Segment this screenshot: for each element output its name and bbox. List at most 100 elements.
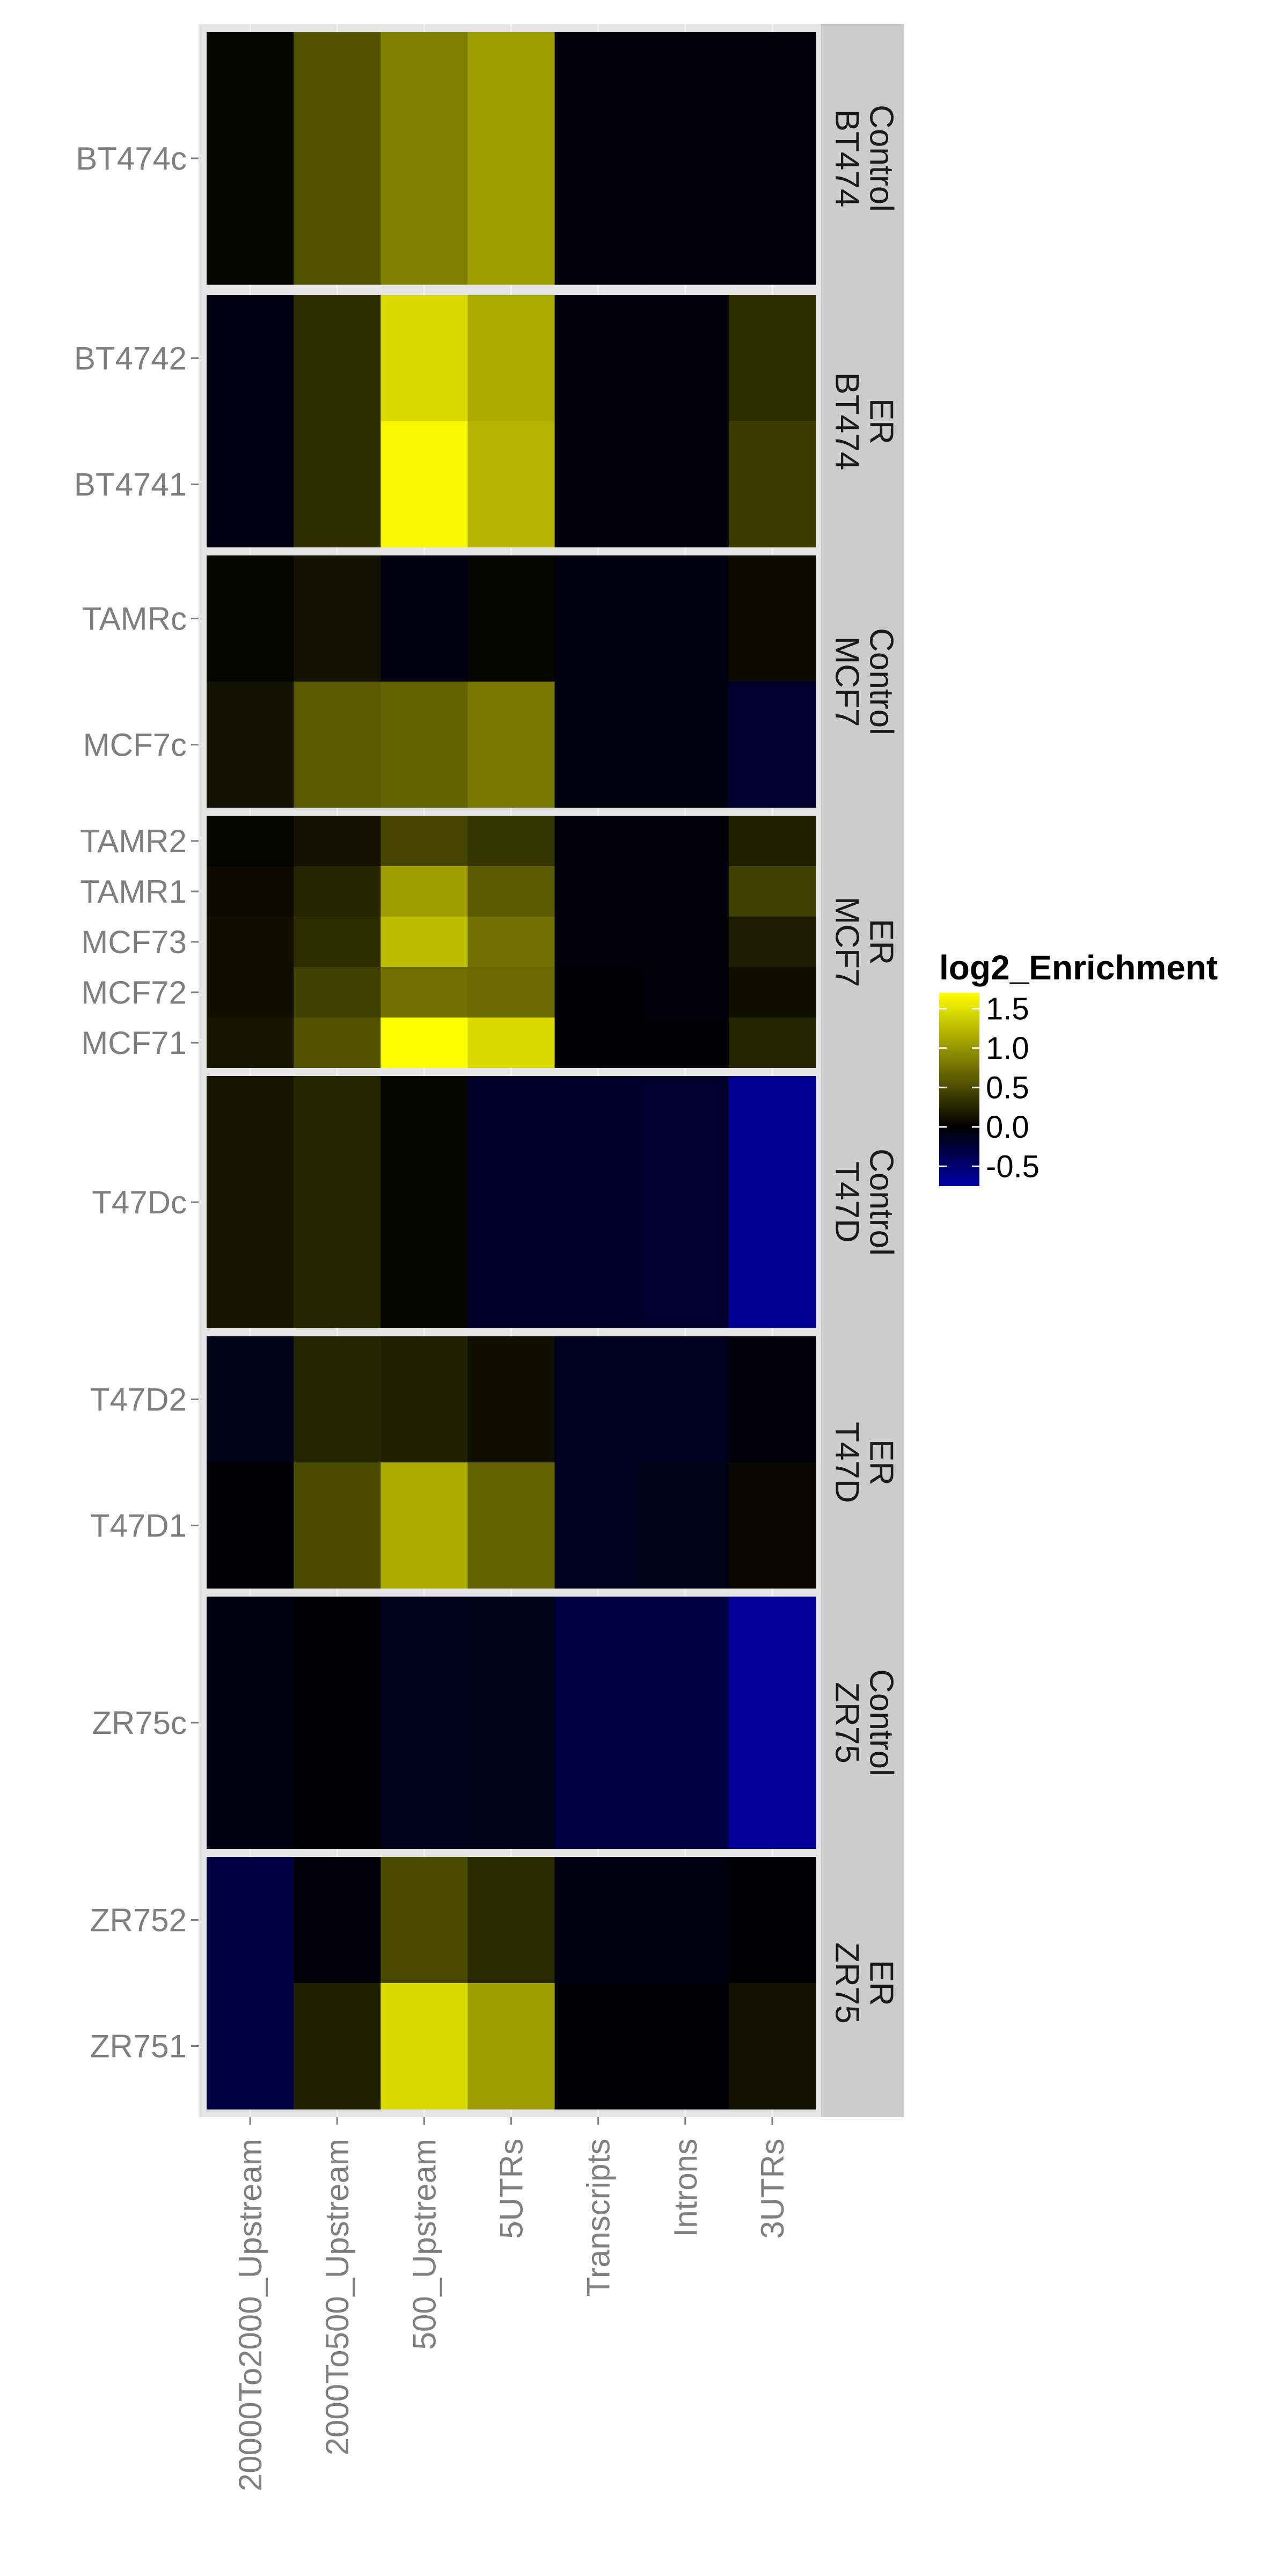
heatmap-cell bbox=[207, 421, 294, 548]
y-tick-label: T47Dc bbox=[92, 1184, 187, 1220]
legend-colorbar bbox=[939, 993, 979, 1186]
heatmap-cell bbox=[641, 1336, 729, 1463]
facet-strip bbox=[821, 1328, 904, 1597]
heatmap-cell bbox=[294, 1462, 381, 1589]
legend-tick-label: 0.5 bbox=[986, 1070, 1029, 1105]
heatmap-cell bbox=[294, 682, 381, 808]
heatmap-cell bbox=[728, 555, 816, 682]
legend-tick-label: 1.0 bbox=[986, 1031, 1029, 1066]
y-tick-label: ZR752 bbox=[90, 1902, 187, 1938]
heatmap-cell bbox=[641, 917, 729, 968]
heatmap-cell bbox=[467, 1983, 555, 2110]
y-tick-label: T47D2 bbox=[90, 1382, 187, 1418]
y-tick-label: ZR751 bbox=[90, 2029, 187, 2065]
heatmap-cell bbox=[380, 1983, 469, 2110]
heatmap-cell bbox=[207, 816, 294, 867]
heatmap-cell bbox=[554, 1597, 642, 1849]
heatmap-cell bbox=[380, 295, 469, 422]
heatmap-cell bbox=[294, 1983, 381, 2110]
heatmap-cell bbox=[380, 1336, 469, 1463]
heatmap-cell bbox=[294, 1597, 381, 1849]
facet-strip bbox=[821, 1849, 904, 2117]
heatmap-cell bbox=[554, 1076, 642, 1329]
panel-er-t47d: T47D2 T47D1 ERT47D bbox=[90, 1328, 904, 1597]
heatmap-cell bbox=[467, 421, 555, 548]
heatmap-cell bbox=[728, 816, 816, 867]
panel-er-zr75: ZR752 ZR751 ERZR75 bbox=[90, 1849, 904, 2117]
facet-strip-label: ControlZR75 bbox=[829, 1669, 900, 1776]
heatmap-cell bbox=[380, 32, 469, 285]
heatmap-cell bbox=[207, 1018, 294, 1069]
heatmap-cell bbox=[467, 816, 555, 867]
heatmap-cell bbox=[294, 816, 381, 867]
legend-title: log2_Enrichment bbox=[939, 948, 1218, 987]
heatmap-cell bbox=[207, 1857, 294, 1984]
panel-control-bt474: BT474c ControlBT474 bbox=[76, 24, 904, 292]
heatmap-cell bbox=[207, 967, 294, 1018]
heatmap-cell bbox=[207, 1076, 294, 1329]
heatmap-cell bbox=[380, 682, 469, 808]
panel-control-zr75: ZR75c ControlZR75 bbox=[92, 1589, 904, 1857]
heatmap-cell bbox=[467, 917, 555, 968]
heatmap-cell bbox=[641, 1076, 729, 1329]
heatmap-cell bbox=[467, 682, 555, 808]
heatmap-cell bbox=[294, 917, 381, 968]
heatmap-cell bbox=[294, 1018, 381, 1069]
heatmap-cell bbox=[728, 967, 816, 1018]
heatmap-cell bbox=[207, 682, 294, 808]
heatmap-cell bbox=[467, 295, 555, 422]
heatmap-cell bbox=[294, 555, 381, 682]
x-tick-label: 2000To500_Upstream bbox=[319, 2139, 355, 2455]
heatmap-cell bbox=[641, 1597, 729, 1849]
heatmap-cell bbox=[207, 32, 294, 285]
heatmap-cell bbox=[207, 555, 294, 682]
facet-strip-label: ERZR75 bbox=[829, 1942, 900, 2024]
heatmap-cell bbox=[294, 421, 381, 548]
heatmap-cell bbox=[554, 1857, 642, 1984]
heatmap-cell bbox=[207, 917, 294, 968]
y-tick-label: T47D1 bbox=[90, 1508, 187, 1544]
heatmap-cell bbox=[554, 421, 642, 548]
facet-strip bbox=[821, 808, 904, 1076]
heatmap-cell bbox=[380, 967, 469, 1018]
heatmap-cell bbox=[554, 555, 642, 682]
legend: log2_Enrichment 1.5 1.0 0.5 0.0 -0.5 bbox=[939, 948, 1218, 1186]
heatmap-cell bbox=[380, 1462, 469, 1589]
facet-strip-label: ControlMCF7 bbox=[829, 628, 900, 735]
heatmap-cell bbox=[554, 866, 642, 917]
y-tick-label: MCF7c bbox=[83, 727, 187, 763]
heatmap-cell bbox=[380, 421, 469, 548]
heatmap-cell bbox=[380, 1597, 469, 1849]
heatmap-cell bbox=[380, 1076, 469, 1329]
heatmap-cell bbox=[380, 816, 469, 867]
heatmap-cell bbox=[554, 816, 642, 867]
x-tick-label: 5UTRs bbox=[494, 2139, 530, 2239]
facet-strip-label: ERT47D bbox=[829, 1422, 900, 1503]
legend-tick-label: 1.5 bbox=[986, 991, 1029, 1026]
heatmap-cell bbox=[641, 1462, 729, 1589]
panel-er-bt474: BT4742 BT4741 ERBT474 bbox=[74, 287, 904, 555]
y-tick-label: TAMRc bbox=[82, 601, 187, 637]
y-tick-label: TAMR1 bbox=[80, 874, 187, 910]
heatmap-panels: BT474c ControlBT474 BT4742 BT4741 ERBT474 TAM… bbox=[74, 24, 904, 2117]
heatmap-cell bbox=[728, 32, 816, 285]
panel-er-mcf7: TAMR2 TAMR1 MCF73 MCF72 MCF71 ERMCF7 bbox=[80, 808, 904, 1076]
heatmap-cell bbox=[641, 421, 729, 548]
heatmap-cell bbox=[728, 1857, 816, 1984]
heatmap-cell bbox=[641, 1018, 729, 1069]
heatmap-cell bbox=[207, 1336, 294, 1463]
heatmap-cell bbox=[641, 967, 729, 1018]
heatmap-cell bbox=[554, 295, 642, 422]
heatmap-cell bbox=[207, 295, 294, 422]
heatmap-cell bbox=[294, 1857, 381, 1984]
heatmap-cell bbox=[380, 555, 469, 682]
facet-strip bbox=[821, 24, 904, 292]
heatmap-cell bbox=[554, 1018, 642, 1069]
heatmap-cell bbox=[380, 1018, 469, 1069]
heatmap-cell bbox=[728, 421, 816, 548]
heatmap-cell bbox=[554, 682, 642, 808]
heatmap-cell bbox=[467, 1336, 555, 1463]
legend-tick-label: -0.5 bbox=[986, 1149, 1040, 1184]
heatmap-cell bbox=[467, 1018, 555, 1069]
